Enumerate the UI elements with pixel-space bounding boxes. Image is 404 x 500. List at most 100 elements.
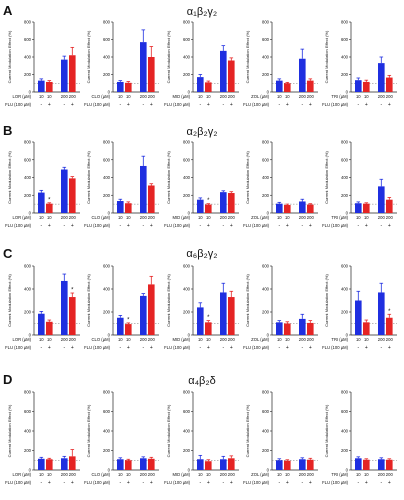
chart-a-1-ytick-label: 0 bbox=[29, 90, 32, 95]
chart-d-4-conc-label: 10 bbox=[285, 472, 290, 477]
chart-d-1-ylabel: Current Modulation Effect (%) bbox=[7, 404, 12, 457]
chart-a-4-ytick-label: 400 bbox=[262, 55, 270, 60]
chart-d-2-flu-sign: - bbox=[142, 480, 144, 486]
chart-b-3-ytick-label: 200 bbox=[183, 193, 191, 198]
chart-d-3-bar bbox=[205, 461, 212, 470]
chart-d-2-ytick-label: 400 bbox=[103, 429, 111, 434]
chart-b-3-ytick-label: 600 bbox=[183, 157, 191, 162]
chart-d-3-flu-label: FLU (100 µM) bbox=[164, 480, 191, 485]
chart-d-4-conc-label: 200 bbox=[307, 472, 315, 477]
chart-c-4-ylabel: Current Modulation Effect (%) bbox=[245, 274, 250, 327]
chart-c-2-ytick-label: 200 bbox=[103, 310, 111, 315]
chart-a-1-flu-sign: - bbox=[40, 102, 42, 108]
chart-a-4-flu-sign: - bbox=[278, 102, 280, 108]
chart-b-5-flu-sign: - bbox=[357, 223, 359, 229]
chart-a-5-bar bbox=[386, 77, 393, 92]
chart-b-2-ytick-label: 600 bbox=[103, 157, 111, 162]
chart-b-2-ytick-label: 400 bbox=[103, 175, 111, 180]
chart-d-5-bar bbox=[378, 459, 385, 470]
chart-c-2-conc-label: 10 bbox=[118, 337, 123, 342]
chart-b-2-conc-label: 10 bbox=[126, 215, 131, 220]
chart-d-1-ytick-label: 0 bbox=[29, 468, 32, 473]
chart-d-2-flu-sign: + bbox=[150, 480, 153, 486]
chart-d-3-conc-label: 200 bbox=[228, 472, 236, 477]
chart-a-5-bar bbox=[355, 80, 362, 92]
chart-c-3-ytick-label: 400 bbox=[183, 287, 191, 292]
chart-c-4-flu-sign: + bbox=[309, 345, 312, 351]
chart-c-4-conc-label: 200 bbox=[307, 337, 315, 342]
chart-a-1-ytick-label: 800 bbox=[24, 20, 32, 25]
chart-d-5-conc-label: 10 bbox=[364, 472, 369, 477]
chart-c-5-conc-label: 10 bbox=[356, 337, 361, 342]
chart-c-2-ytick-label: 400 bbox=[103, 287, 111, 292]
chart-c-5-flu-label: FLU (100 µM) bbox=[322, 345, 349, 350]
row-title-b: α₂β₂γ₂ bbox=[186, 126, 218, 138]
chart-b-3-conc-label: 10 bbox=[198, 215, 203, 220]
chart-d-1-ytick-label: 400 bbox=[24, 429, 32, 434]
chart-c-4-ytick-label: 600 bbox=[262, 264, 270, 269]
chart-c-2-bar bbox=[148, 284, 155, 335]
chart-c-1-bar bbox=[69, 297, 76, 335]
chart-a-4-bar bbox=[299, 58, 306, 92]
chart-a-4-conc-label: 10 bbox=[277, 94, 282, 99]
panel-letter-b: B bbox=[3, 123, 13, 138]
chart-d-5-bar bbox=[355, 458, 362, 470]
chart-a-1-ylabel: Current Modulation Effect (%) bbox=[7, 30, 12, 83]
chart-d-1-ytick-label: 800 bbox=[24, 390, 32, 395]
chart-b-1-bar bbox=[61, 169, 68, 213]
chart-c-4-conc-label: 200 bbox=[299, 337, 307, 342]
chart-b-5-conc-label: 200 bbox=[386, 215, 394, 220]
chart-b-1-bar bbox=[69, 178, 76, 213]
chart-d-4-conc-label: 200 bbox=[299, 472, 307, 477]
chart-d-1-conc-label: 10 bbox=[39, 472, 44, 477]
chart-c-4-ytick-label: 0 bbox=[267, 333, 270, 338]
chart-d-2-ylabel: Current Modulation Effect (%) bbox=[86, 404, 91, 457]
chart-a-4-ytick-label: 800 bbox=[262, 20, 270, 25]
chart-b-5-ytick-label: 800 bbox=[341, 140, 349, 145]
chart-a-3-bar bbox=[197, 77, 204, 92]
chart-d-2-bar bbox=[148, 458, 155, 470]
chart-c-1-flu-sign: - bbox=[40, 345, 42, 351]
chart-b-5-flu-sign: + bbox=[388, 223, 391, 229]
chart-d-3-conc-label: 200 bbox=[220, 472, 228, 477]
chart-b-4-flu-label: FLU (100 µM) bbox=[243, 223, 270, 228]
chart-d-1-conc-label: 200 bbox=[61, 472, 69, 477]
chart-d-4-bar bbox=[276, 460, 283, 470]
chart-d-4-flu-label: FLU (100 µM) bbox=[243, 480, 270, 485]
panel-letter-a: A bbox=[3, 3, 13, 18]
chart-d-3-conc-label: 10 bbox=[206, 472, 211, 477]
chart-a-2-flu-sign: - bbox=[119, 102, 121, 108]
chart-c-1-bar bbox=[46, 321, 53, 335]
chart-c-1-flu-sign: - bbox=[63, 345, 65, 351]
chart-b-2-bar bbox=[117, 201, 124, 213]
chart-d-1-conc-label: 200 bbox=[69, 472, 77, 477]
chart-c-2-ytick-label: 600 bbox=[103, 264, 111, 269]
chart-b-2-flu-label: FLU (100 µM) bbox=[84, 223, 111, 228]
chart-c-1-ytick-label: 600 bbox=[24, 264, 32, 269]
chart-b-5-ytick-label: 0 bbox=[346, 211, 349, 216]
chart-b-3-conc-label: 200 bbox=[228, 215, 236, 220]
chart-b-2-bar bbox=[148, 185, 155, 213]
chart-c-2-flu-sign: - bbox=[142, 345, 144, 351]
chart-d-5-flu-sign: - bbox=[357, 480, 359, 486]
chart-a-4-bar bbox=[307, 80, 314, 92]
chart-a-2-conc-label: 10 bbox=[126, 94, 131, 99]
chart-d-5-flu-sign: - bbox=[380, 480, 382, 486]
chart-c-4-bar bbox=[299, 318, 306, 335]
chart-a-2-conc-label: 200 bbox=[140, 94, 148, 99]
chart-b-4-bar bbox=[276, 203, 283, 213]
chart-a-2-ytick-label: 400 bbox=[103, 55, 111, 60]
chart-d-5-drug-label: TRI (µM) bbox=[331, 472, 348, 477]
chart-d-5-bar bbox=[363, 459, 370, 470]
chart-a-1-ytick-label: 600 bbox=[24, 37, 32, 42]
chart-b-1-ytick-label: 0 bbox=[29, 211, 32, 216]
chart-b-5-bar bbox=[378, 186, 385, 213]
chart-c-3-conc-label: 200 bbox=[228, 337, 236, 342]
chart-b-1-ytick-label: 200 bbox=[24, 193, 32, 198]
chart-b-2-ytick-label: 200 bbox=[103, 193, 111, 198]
chart-c-5-conc-label: 200 bbox=[386, 337, 394, 342]
chart-b-4-ylabel: Current Modulation Effect (%) bbox=[245, 151, 250, 204]
chart-a-1-bar bbox=[69, 55, 76, 92]
chart-b-2-ytick-label: 0 bbox=[108, 211, 111, 216]
chart-a-1-ytick-label: 200 bbox=[24, 72, 32, 77]
